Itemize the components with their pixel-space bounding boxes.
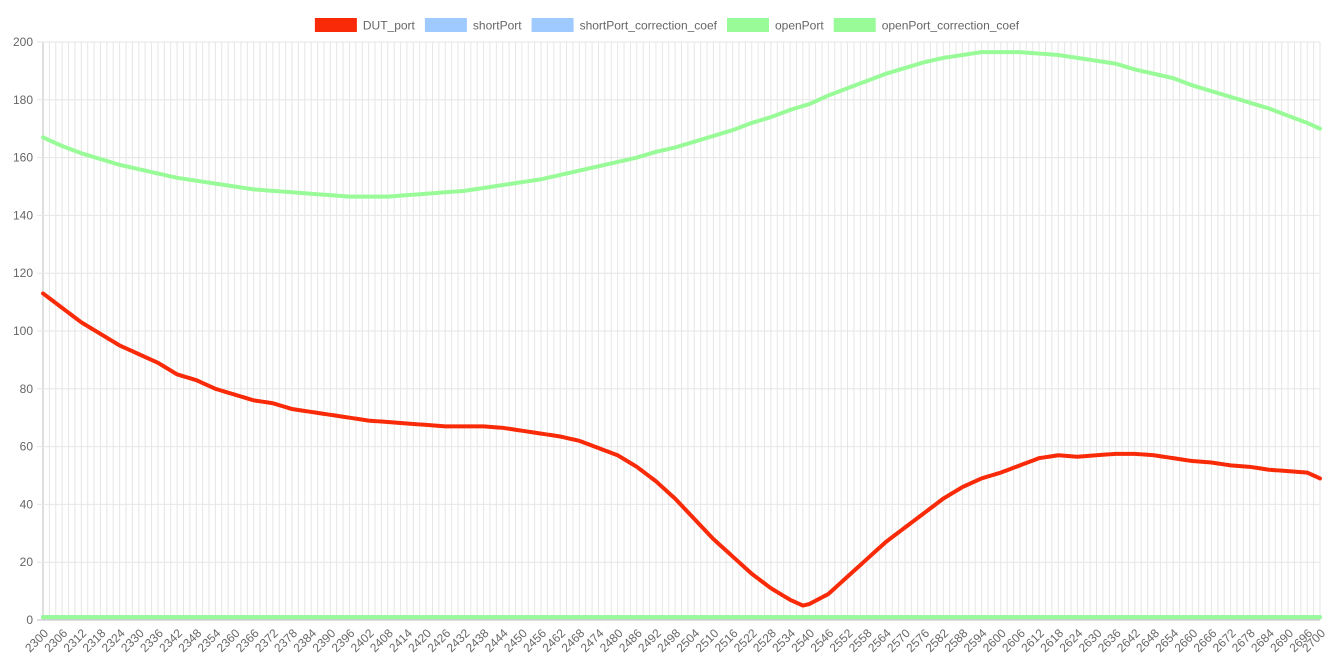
y-axis: 0 20 40 60 80 100 120 140 160 180 200 xyxy=(13,35,33,627)
legend-label: shortPort xyxy=(473,19,522,33)
grid xyxy=(37,41,1321,621)
y-tick-label: 0 xyxy=(26,613,33,627)
legend-label: shortPort_correction_coef xyxy=(580,19,718,33)
legend-swatch xyxy=(833,18,876,32)
legend-swatch xyxy=(424,18,467,32)
y-tick-label: 100 xyxy=(13,324,33,338)
plot-area xyxy=(41,50,1322,620)
legend-item-openport-correction-coef[interactable]: openPort_correction_coef xyxy=(833,18,1020,33)
legend-item-shortport[interactable]: shortPort xyxy=(424,18,522,33)
legend-item-dut-port[interactable]: DUT_port xyxy=(314,18,416,33)
legend-item-openport[interactable]: openPort xyxy=(726,18,824,33)
legend-swatch xyxy=(726,18,769,32)
legend-label: openPort xyxy=(775,19,824,33)
y-tick-label: 80 xyxy=(20,382,34,396)
legend-item-shortport-correction-coef[interactable]: shortPort_correction_coef xyxy=(531,18,718,33)
y-tick-label: 40 xyxy=(20,497,34,511)
y-tick-label: 120 xyxy=(13,266,33,280)
series-line-dut-port xyxy=(41,291,1322,608)
legend[interactable]: DUT_port shortPort shortPort_correction_co… xyxy=(314,18,1020,33)
legend-swatch xyxy=(314,18,357,32)
y-tick-label: 180 xyxy=(13,93,33,107)
legend-label: openPort_correction_coef xyxy=(882,19,1020,33)
x-axis: 2300230623122318232423302336234223482354… xyxy=(22,626,1328,655)
y-tick-label: 140 xyxy=(13,208,33,222)
y-tick-label: 60 xyxy=(20,440,34,454)
y-tick-label: 20 xyxy=(20,555,34,569)
legend-swatch xyxy=(531,18,574,32)
series-line-openport xyxy=(41,50,1322,199)
legend-label: DUT_port xyxy=(363,19,416,33)
y-tick-label: 200 xyxy=(13,35,33,49)
y-tick-label: 160 xyxy=(13,151,33,165)
